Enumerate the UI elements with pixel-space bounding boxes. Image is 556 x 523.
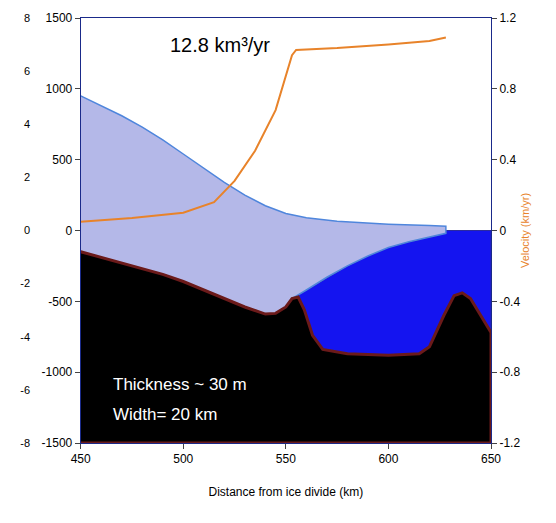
svg-text:4: 4: [24, 118, 30, 130]
svg-text:0.4: 0.4: [499, 153, 516, 167]
svg-text:8: 8: [24, 12, 30, 24]
svg-text:2: 2: [24, 171, 30, 183]
svg-text:500: 500: [52, 153, 72, 167]
svg-text:-0.8: -0.8: [499, 365, 520, 379]
svg-text:0: 0: [24, 224, 30, 236]
svg-text:12.8 km³/yr: 12.8 km³/yr: [170, 34, 270, 56]
svg-text:1000: 1000: [46, 82, 73, 96]
svg-text:1500: 1500: [46, 11, 73, 25]
svg-text:550: 550: [276, 452, 296, 466]
svg-text:-2: -2: [20, 277, 30, 289]
svg-text:-1.2: -1.2: [499, 436, 520, 450]
svg-text:1.2: 1.2: [499, 11, 516, 25]
svg-text:Width= 20 km: Width= 20 km: [113, 405, 217, 424]
svg-text:-8: -8: [20, 437, 30, 449]
svg-text:Distance from ice divide (km): Distance from ice divide (km): [208, 485, 363, 499]
svg-text:500: 500: [173, 452, 193, 466]
svg-text:0: 0: [499, 224, 506, 238]
svg-text:Thickness ~ 30 m: Thickness ~ 30 m: [113, 375, 247, 394]
svg-text:-1000: -1000: [42, 365, 73, 379]
svg-text:-6: -6: [20, 384, 30, 396]
svg-text:450: 450: [71, 452, 91, 466]
svg-text:0: 0: [66, 224, 73, 238]
svg-text:0.8: 0.8: [499, 82, 516, 96]
svg-text:-500: -500: [48, 295, 72, 309]
svg-text:650: 650: [481, 452, 501, 466]
svg-text:Velocity (km/yr): Velocity (km/yr): [519, 193, 531, 268]
svg-text:-0.4: -0.4: [499, 295, 520, 309]
svg-text:-4: -4: [20, 331, 30, 343]
svg-text:6: 6: [24, 65, 30, 77]
svg-text:600: 600: [378, 452, 398, 466]
svg-text:-1500: -1500: [42, 436, 73, 450]
